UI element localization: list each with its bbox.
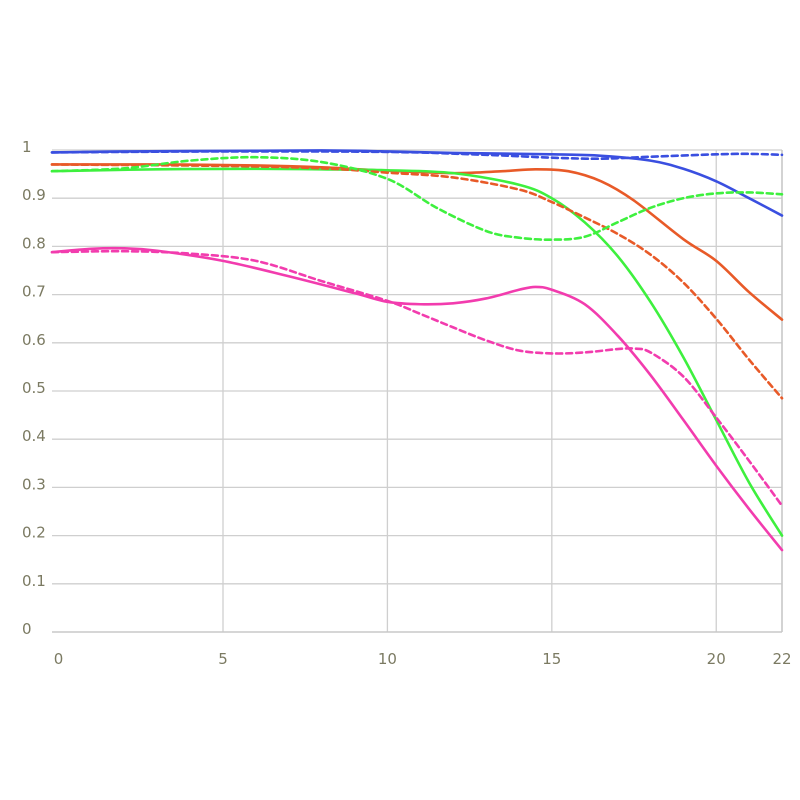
series-line-1-dashed	[50, 150, 784, 161]
x-tick-label: 20	[707, 650, 726, 668]
series-line-3-dashed	[50, 163, 784, 400]
tick-labels: 00.10.20.30.40.50.60.70.80.910 5 10 15 20 22	[22, 138, 792, 668]
series-line-5-dashed	[50, 155, 784, 241]
y-tick-label: 0	[22, 620, 32, 638]
y-tick-label: 0.1	[22, 572, 46, 590]
x-tick-label: 10	[378, 650, 397, 668]
x-tick-label: 5	[218, 650, 228, 668]
y-tick-label: 1	[22, 138, 32, 156]
series-line-4-solid	[50, 167, 784, 537]
y-tick-label: 0.9	[22, 186, 46, 204]
y-tick-label: 0.5	[22, 379, 46, 397]
y-tick-label: 0.7	[22, 283, 46, 301]
series-lines	[50, 149, 784, 552]
x-tick-label: 0	[54, 650, 64, 668]
series-line-2-solid	[50, 163, 784, 321]
series-line-0-solid	[50, 149, 784, 217]
x-tick-label: 22	[772, 650, 791, 668]
y-tick-label: 0.3	[22, 475, 46, 493]
x-tick-label: 15	[542, 650, 561, 668]
grid	[52, 149, 782, 632]
series-line-7-dashed	[50, 249, 784, 508]
y-tick-label: 0.4	[22, 427, 46, 445]
y-tick-label: 0.8	[22, 234, 46, 252]
y-tick-label: 0.2	[22, 524, 46, 542]
series-line-6-solid	[50, 246, 784, 552]
y-tick-label: 0.6	[22, 331, 46, 349]
axes	[52, 150, 783, 633]
